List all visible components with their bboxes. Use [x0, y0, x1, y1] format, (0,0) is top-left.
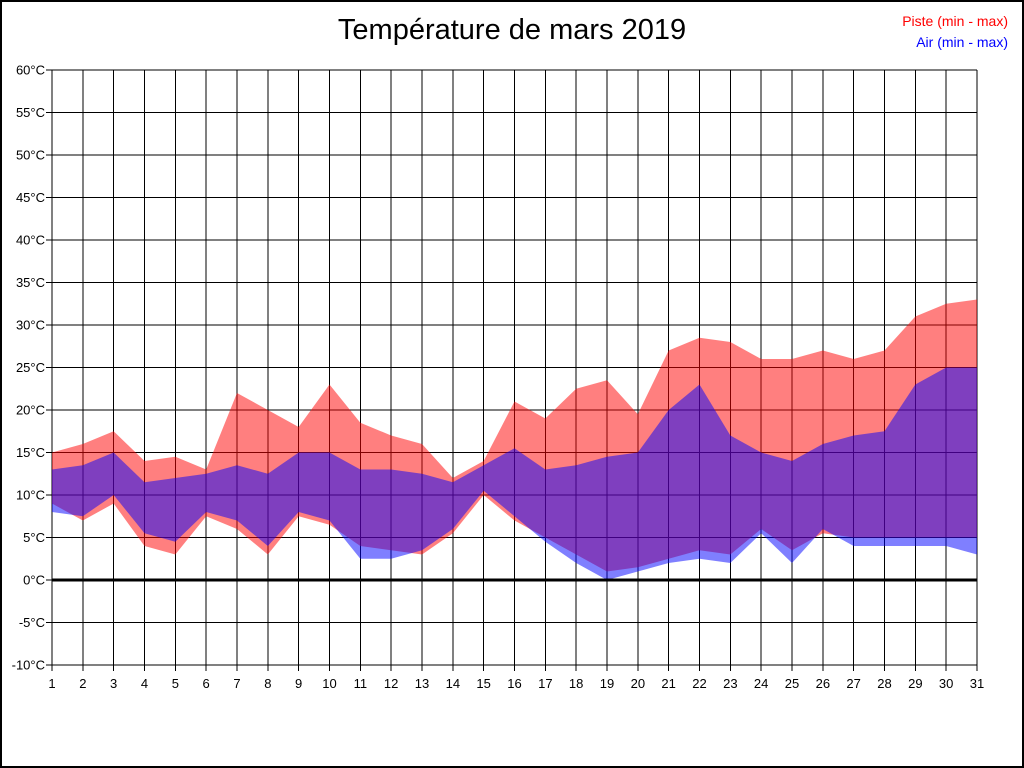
svg-text:20°C: 20°C [16, 403, 45, 418]
svg-text:5: 5 [172, 676, 179, 691]
chart-title: Température de mars 2019 [337, 14, 687, 46]
svg-text:15: 15 [476, 676, 490, 691]
air-band [52, 367, 977, 580]
svg-text:11: 11 [354, 676, 368, 691]
svg-text:27: 27 [846, 676, 860, 691]
svg-text:25: 25 [785, 676, 799, 691]
svg-text:30°C: 30°C [16, 318, 45, 333]
svg-text:0°C: 0°C [23, 573, 45, 588]
svg-text:60°C: 60°C [16, 63, 45, 78]
svg-text:24: 24 [754, 676, 768, 691]
svg-text:55°C: 55°C [16, 105, 45, 120]
x-axis-labels: 1 2 3 4 5 6 7 8 9 10 11 12 13 14 15 16 17 18 19 20 21 22 23 24 2… [48, 676, 984, 691]
legend: Piste (min - max) Air (min - max) [902, 11, 1008, 53]
svg-text:4: 4 [141, 676, 148, 691]
svg-text:12: 12 [384, 676, 398, 691]
svg-text:1: 1 [48, 676, 55, 691]
svg-text:21: 21 [661, 676, 675, 691]
svg-text:-10°C: -10°C [12, 658, 45, 673]
svg-text:17: 17 [538, 676, 552, 691]
svg-text:6: 6 [203, 676, 210, 691]
svg-text:40°C: 40°C [16, 233, 45, 248]
svg-text:35°C: 35°C [16, 275, 45, 290]
svg-text:16: 16 [507, 676, 521, 691]
svg-text:30: 30 [939, 676, 953, 691]
axis-ticks [46, 69, 978, 671]
svg-text:10°C: 10°C [16, 488, 45, 503]
legend-air-label: Air (min - max) [916, 34, 1008, 50]
svg-text:28: 28 [877, 676, 891, 691]
svg-text:29: 29 [908, 676, 922, 691]
svg-text:18: 18 [569, 676, 583, 691]
svg-text:8: 8 [264, 676, 271, 691]
svg-text:20: 20 [631, 676, 645, 691]
svg-text:22: 22 [692, 676, 706, 691]
svg-text:14: 14 [446, 676, 460, 691]
svg-text:13: 13 [415, 676, 429, 691]
svg-text:5°C: 5°C [23, 530, 45, 545]
svg-text:-5°C: -5°C [19, 615, 45, 630]
svg-text:7: 7 [233, 676, 240, 691]
svg-text:3: 3 [110, 676, 117, 691]
svg-text:9: 9 [295, 676, 302, 691]
svg-text:45°C: 45°C [16, 190, 45, 205]
svg-text:19: 19 [600, 676, 614, 691]
svg-text:25°C: 25°C [16, 360, 45, 375]
svg-text:50°C: 50°C [16, 148, 45, 163]
y-axis-labels: 60°C 55°C 50°C 45°C 40°C 35°C 30°C 25°C 20°C 15°C… [12, 63, 45, 673]
svg-text:10: 10 [322, 676, 336, 691]
svg-text:23: 23 [723, 676, 737, 691]
legend-piste-label: Piste (min - max) [902, 13, 1008, 29]
svg-text:31: 31 [970, 676, 984, 691]
svg-text:2: 2 [79, 676, 86, 691]
svg-text:15°C: 15°C [16, 445, 45, 460]
svg-text:26: 26 [816, 676, 830, 691]
